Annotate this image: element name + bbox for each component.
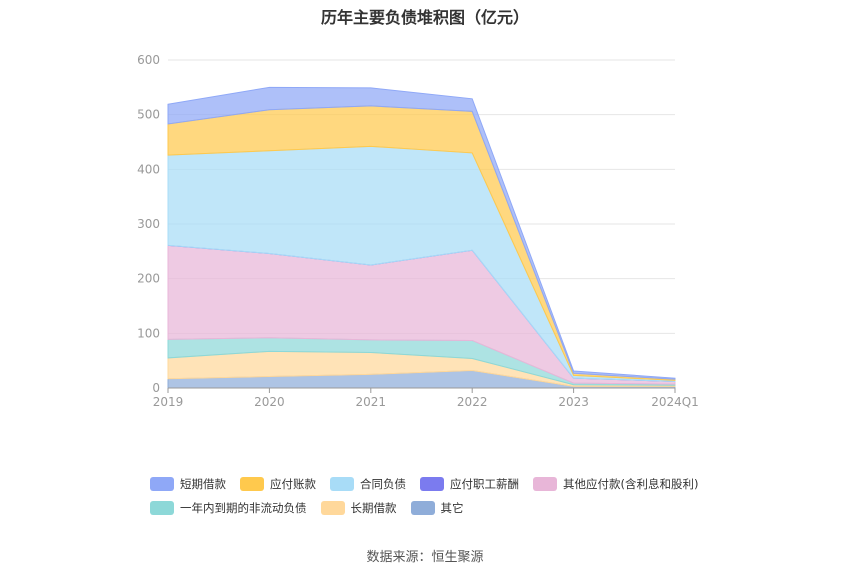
legend-item[interactable]: 合同负债	[330, 476, 406, 492]
legend-item[interactable]: 应付账款	[240, 476, 316, 492]
legend-swatch	[410, 501, 435, 515]
legend-label: 长期借款	[350, 501, 397, 515]
y-tick-label: 500	[137, 108, 160, 122]
x-tick-label: 2021	[356, 395, 387, 409]
chart-area: 0 100 200 300 400 500 600 2019 2020 2021 2022 2023 2…	[137, 53, 699, 409]
x-tick-label: 2023	[558, 395, 589, 409]
legend-swatch	[150, 501, 174, 515]
legend-swatch	[150, 477, 174, 491]
legend-swatch	[320, 501, 345, 515]
legend-item[interactable]: 长期借款	[320, 500, 397, 516]
y-tick-label: 0	[152, 381, 160, 395]
legend-swatch	[240, 477, 264, 491]
legend-item[interactable]: 其它	[410, 500, 464, 516]
legend-item[interactable]: 其他应付款(含利息和股利)	[533, 476, 698, 492]
legend-item[interactable]: 一年内到期的非流动负债	[150, 500, 307, 516]
x-tick-label: 2020	[254, 395, 285, 409]
legend-swatch	[330, 477, 354, 491]
x-tick-label: 2019	[153, 395, 184, 409]
legend-item[interactable]: 应付职工薪酬	[420, 476, 519, 492]
legend-label: 应付职工薪酬	[450, 477, 519, 491]
legend-label: 其他应付款(含利息和股利)	[563, 477, 699, 491]
y-tick-label: 200	[137, 272, 160, 286]
area-series-短期借款	[167, 86, 676, 380]
legend-row: 短期借款 应付账款 合同负债 应付职工薪酬 其他应付款(含利息和股利)	[150, 472, 770, 496]
legend-label: 应付账款	[270, 477, 316, 491]
chart-legend: 短期借款 应付账款 合同负债 应付职工薪酬 其他应付款(含利息和股利) 一年内到期的非流动…	[150, 472, 770, 520]
x-tick-label: 2024Q1	[651, 395, 699, 409]
y-tick-label: 100	[137, 326, 160, 340]
y-tick-label: 600	[137, 53, 160, 67]
y-tick-label: 300	[137, 217, 160, 231]
legend-item[interactable]: 短期借款	[150, 476, 226, 492]
legend-swatch	[420, 477, 444, 491]
legend-row: 一年内到期的非流动负债 长期借款 其它	[150, 496, 770, 520]
legend-swatch	[533, 477, 557, 491]
legend-label: 一年内到期的非流动负债	[180, 501, 307, 515]
x-tick-label: 2022	[457, 395, 488, 409]
legend-label: 合同负债	[360, 477, 406, 491]
chart-title: 历年主要负债堆积图（亿元）	[320, 8, 529, 27]
data-source-note: 数据来源：恒生聚源	[366, 550, 484, 565]
legend-label: 其它	[440, 501, 464, 515]
y-tick-label: 400	[137, 162, 160, 176]
legend-label: 短期借款	[180, 477, 226, 491]
area-series-group	[167, 86, 676, 389]
